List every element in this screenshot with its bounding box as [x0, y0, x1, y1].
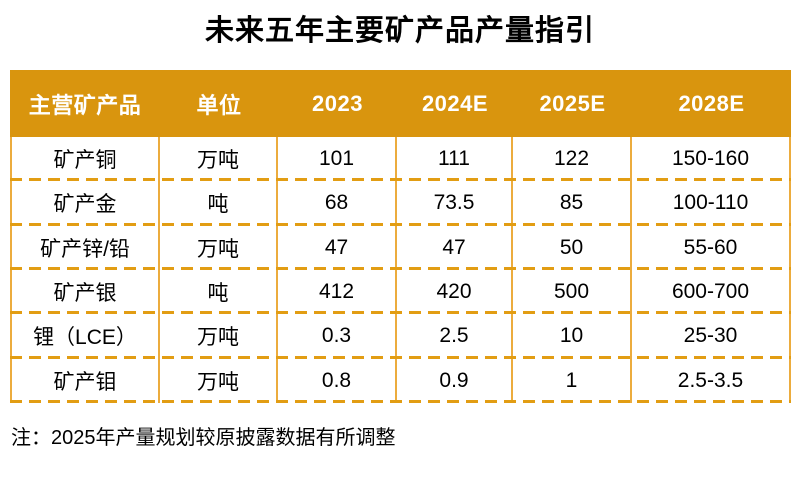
cell-2024e: 2.5 — [397, 314, 513, 359]
cell-2028e: 150-160 — [632, 137, 791, 182]
cell-unit: 吨 — [160, 269, 278, 315]
table-row-copper: 矿产铜 万吨 101 111 122 150-160 — [10, 137, 791, 182]
col-header-product: 主营矿产品 — [28, 92, 142, 118]
cell-2024e: 111 — [397, 137, 513, 182]
production-guidance-table: 主营矿产品 单位 2023 2024E 2025E 2028E 矿产铜 万吨 1… — [10, 70, 791, 404]
cell-2023: 0.3 — [278, 314, 397, 359]
col-header-2025e: 2025E — [539, 90, 606, 116]
cell-2023: 68 — [278, 181, 397, 226]
cell-2024e: 73.5 — [397, 181, 513, 226]
table-row-molybdenum: 矿产钼 万吨 0.8 0.9 1 2.5-3.5 — [10, 358, 791, 404]
cell-2023: 412 — [278, 269, 397, 315]
cell-unit: 吨 — [160, 181, 278, 226]
cell-unit: 万吨 — [160, 225, 278, 270]
cell-product: 矿产银 — [10, 269, 160, 315]
cell-2025e: 1 — [513, 358, 632, 403]
col-header-2028e: 2028E — [678, 90, 745, 116]
cell-2025e: 500 — [513, 269, 632, 315]
cell-unit: 万吨 — [160, 314, 278, 359]
cell-product: 矿产锌/铅 — [10, 225, 160, 270]
col-header-unit: 单位 — [196, 92, 242, 118]
cell-2028e: 55-60 — [632, 225, 791, 270]
cell-2024e: 47 — [397, 225, 513, 270]
footnote: 注：2025年产量规划较原披露数据有所调整 — [11, 427, 396, 449]
table-row-zinc-lead: 矿产锌/铅 万吨 47 47 50 55-60 — [10, 225, 791, 271]
cell-2024e: 0.9 — [397, 358, 513, 403]
cell-2025e: 85 — [513, 181, 632, 226]
table-row-silver: 矿产银 吨 412 420 500 600-700 — [10, 269, 791, 315]
table-row-gold: 矿产金 吨 68 73.5 85 100-110 — [10, 181, 791, 226]
cell-2028e: 100-110 — [632, 181, 791, 226]
cell-product: 矿产铜 — [10, 137, 160, 182]
cell-2023: 0.8 — [278, 358, 397, 403]
col-header-2023: 2023 — [312, 90, 363, 116]
page-title: 未来五年主要矿产品产量指引 — [204, 15, 595, 47]
cell-2025e: 10 — [513, 314, 632, 359]
cell-product: 矿产钼 — [10, 358, 160, 403]
cell-2024e: 420 — [397, 269, 513, 315]
cell-product: 锂（LCE） — [10, 314, 160, 359]
cell-2028e: 600-700 — [632, 269, 791, 315]
cell-2023: 47 — [278, 225, 397, 270]
col-header-2024e: 2024E — [421, 90, 489, 116]
cell-2023: 101 — [278, 137, 397, 182]
cell-2028e: 25-30 — [632, 314, 791, 359]
table-body: 矿产铜 万吨 101 111 122 150-160 矿产金 吨 68 73.5… — [10, 137, 791, 404]
cell-2025e: 50 — [513, 225, 632, 270]
cell-2025e: 122 — [513, 137, 632, 182]
table-header-row: 主营矿产品 单位 2023 2024E 2025E 2028E — [10, 70, 791, 137]
cell-2028e: 2.5-3.5 — [632, 358, 791, 403]
cell-unit: 万吨 — [160, 358, 278, 403]
cell-unit: 万吨 — [160, 137, 278, 182]
table-row-lithium: 锂（LCE） 万吨 0.3 2.5 10 25-30 — [10, 314, 791, 359]
cell-product: 矿产金 — [10, 181, 160, 226]
